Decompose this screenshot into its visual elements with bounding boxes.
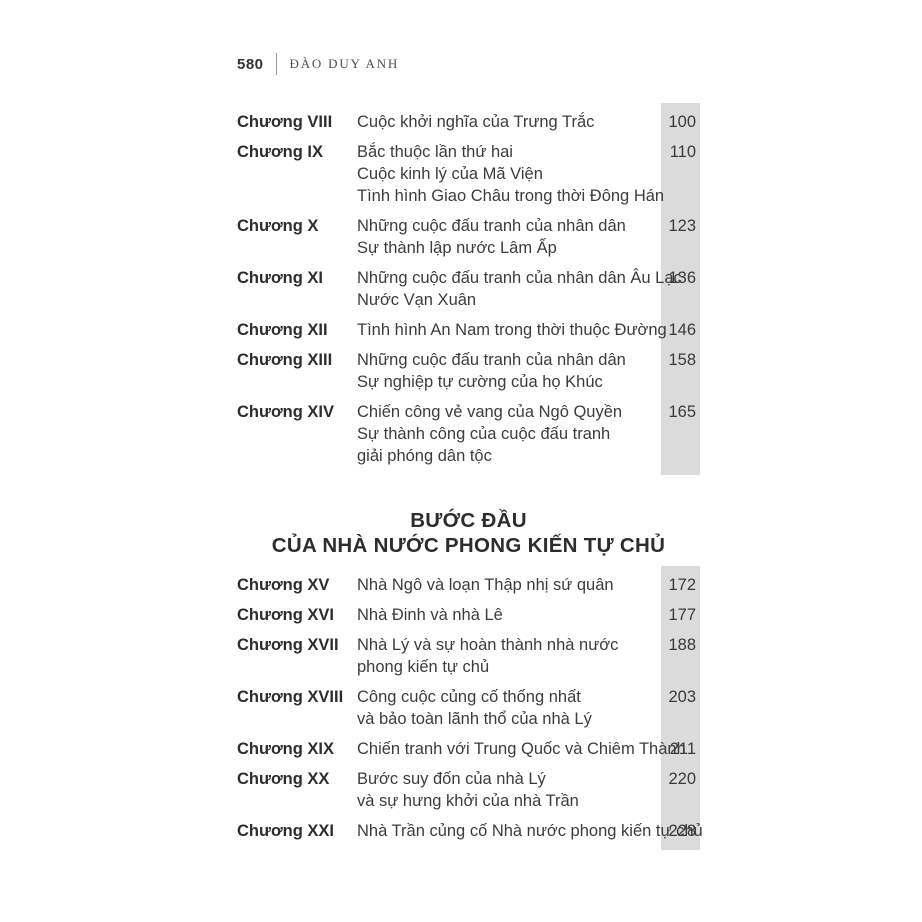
chapter-title: Công cuộc củng cố thống nhất và bảo toàn …	[357, 686, 661, 730]
chapter-label: Chương XIV	[237, 403, 335, 421]
toc-row: Chương XVIII Công cuộc củng cố thống nhất…	[237, 686, 700, 730]
toc-row: Chương IX Bắc thuộc lần thứ hai Cuộc kinh …	[237, 141, 700, 207]
toc-row: Chương VIII Cuộc khởi nghĩa của Trưng Trắ…	[237, 111, 700, 133]
chapter-page-number: 100	[668, 113, 696, 131]
page-number-strip	[661, 103, 700, 475]
chapter-title: Chiến tranh với Trung Quốc và Chiêm Thàn…	[357, 738, 686, 760]
chapter-title-line: Nhà Ngô và loạn Thập nhị sứ quân	[357, 576, 614, 594]
chapter-title-line: Tình hình Giao Châu trong thời Đông Hán	[357, 187, 665, 205]
chapter-label: Chương XIX	[237, 740, 335, 758]
chapter-title: Nhà Lý và sự hoàn thành nhà nước phong ki…	[357, 634, 661, 678]
chapter-title-line: Nhà Lý và sự hoàn thành nhà nước	[357, 636, 619, 654]
table-of-contents: Chương VIII Cuộc khởi nghĩa của Trưng Trắ…	[237, 103, 703, 850]
chapter-title: Những cuộc đấu tranh của nhân dân Âu Lạc…	[357, 267, 682, 311]
chapter-page-number: 158	[668, 351, 696, 369]
chapter-title-line: Những cuộc đấu tranh của nhân dân Âu Lạc	[357, 269, 682, 287]
chapter-label: Chương XIII	[237, 351, 333, 369]
chapter-title-line: Cuộc khởi nghĩa của Trưng Trắc	[357, 113, 595, 131]
chapter-label: Chương XXI	[237, 822, 335, 840]
toc-row: Chương XII Tình hình An Nam trong thời th…	[237, 319, 700, 341]
chapter-page-number: 211	[669, 740, 696, 758]
toc-section: Chương VIII Cuộc khởi nghĩa của Trưng Trắ…	[237, 103, 700, 475]
part-heading-line: BƯỚC ĐẦU	[410, 509, 527, 532]
chapter-page-number: 188	[668, 636, 696, 654]
chapter-title-line: Sự thành công của cuộc đấu tranh	[357, 425, 611, 443]
chapter-title: Cuộc khởi nghĩa của Trưng Trắc	[357, 111, 661, 133]
chapter-page-number: 172	[668, 576, 696, 594]
chapter-title: Bắc thuộc lần thứ hai Cuộc kinh lý của Mã…	[357, 141, 665, 207]
toc-row: Chương XIX Chiến tranh với Trung Quốc và …	[237, 738, 700, 760]
chapter-title: Nhà Trần củng cố Nhà nước phong kiến tự …	[357, 820, 703, 842]
chapter-title-line: Chiến công vẻ vang của Ngô Quyền	[357, 403, 623, 421]
chapter-title-line: Bắc thuộc lần thứ hai	[357, 143, 513, 161]
chapter-title: Chiến công vẻ vang của Ngô Quyền Sự thành…	[357, 401, 661, 467]
toc-row: Chương XIII Những cuộc đấu tranh của nhân…	[237, 349, 700, 393]
chapter-title-line: Cuộc kinh lý của Mã Viện	[357, 165, 543, 183]
chapter-label: Chương X	[237, 217, 319, 235]
chapter-label: Chương XV	[237, 576, 330, 594]
chapter-label: Chương XVII	[237, 636, 339, 654]
chapter-title-line: Công cuộc củng cố thống nhất	[357, 688, 581, 706]
toc-row: Chương X Những cuộc đấu tranh của nhân dâ…	[237, 215, 700, 259]
header-author: ĐÀO DUY ANH	[289, 56, 400, 71]
chapter-title: Những cuộc đấu tranh của nhân dân Sự nghi…	[357, 349, 661, 393]
chapter-page-number: 136	[668, 269, 696, 287]
chapter-title-line: Sự nghiệp tự cường của họ Khúc	[357, 373, 603, 391]
chapter-page-number: 228	[668, 822, 696, 840]
chapter-label: Chương VIII	[237, 113, 333, 131]
toc-section: Chương XV Nhà Ngô và loạn Thập nhị sứ quâ…	[237, 566, 703, 850]
chapter-page-number: 203	[668, 688, 696, 706]
chapter-page-number: 177	[668, 606, 696, 624]
chapter-title-line: Những cuộc đấu tranh của nhân dân	[357, 351, 626, 369]
chapter-title: Những cuộc đấu tranh của nhân dân Sự thàn…	[357, 215, 661, 259]
chapter-label: Chương XVI	[237, 606, 335, 624]
chapter-page-number: 165	[668, 403, 696, 421]
chapter-page-number: 110	[669, 143, 696, 161]
chapter-title-line: và bảo toàn lãnh thổ của nhà Lý	[357, 710, 592, 728]
chapter-title: Nhà Ngô và loạn Thập nhị sứ quân	[357, 574, 661, 596]
toc-row: Chương XI Những cuộc đấu tranh của nhân d…	[237, 267, 700, 311]
part-heading-line: CỦA NHÀ NƯỚC PHONG KIẾN TỰ CHỦ	[271, 534, 666, 557]
chapter-title-line: giải phóng dân tộc	[357, 447, 492, 465]
page-header: 580 ĐÀO DUY ANH	[237, 52, 399, 76]
chapter-title-line: và sự hưng khởi của nhà Trần	[357, 792, 579, 810]
toc-row: Chương XVII Nhà Lý và sự hoàn thành nhà n…	[237, 634, 700, 678]
chapter-title-line: Những cuộc đấu tranh của nhân dân	[357, 217, 626, 235]
part-heading: BƯỚC ĐẦU CỦA NHÀ NƯỚC PHONG KIẾN TỰ CHỦ	[237, 508, 700, 558]
chapter-label: Chương XI	[237, 269, 324, 287]
chapter-label: Chương XVIII	[237, 688, 344, 706]
chapter-title: Tình hình An Nam trong thời thuộc Đường	[357, 319, 667, 341]
chapter-label: Chương IX	[237, 143, 324, 161]
toc-row: Chương XIV Chiến công vẻ vang của Ngô Quy…	[237, 401, 700, 467]
chapter-title: Nhà Đinh và nhà Lê	[357, 604, 661, 626]
chapter-label: Chương XII	[237, 321, 328, 339]
chapter-title-line: Bước suy đốn của nhà Lý	[357, 770, 546, 788]
chapter-title-line: Chiến tranh với Trung Quốc và Chiêm Thàn…	[357, 740, 686, 758]
chapter-page-number: 123	[668, 217, 696, 235]
chapter-title-line: Nhà Đinh và nhà Lê	[357, 606, 503, 624]
toc-row: Chương XX Bước suy đốn của nhà Lý và sự hư…	[237, 768, 700, 812]
page-number-strip	[661, 566, 700, 850]
header-divider	[275, 53, 277, 75]
toc-row: Chương XV Nhà Ngô và loạn Thập nhị sứ quâ…	[237, 574, 700, 596]
chapter-title-line: Nước Vạn Xuân	[357, 291, 477, 309]
chapter-title-line: Nhà Trần củng cố Nhà nước phong kiến tự …	[357, 822, 703, 840]
chapter-title-line: Tình hình An Nam trong thời thuộc Đường	[357, 321, 667, 339]
toc-row: Chương XVI Nhà Đinh và nhà Lê 177	[237, 604, 700, 626]
chapter-page-number: 220	[668, 770, 696, 788]
chapter-title-line: Sự thành lập nước Lâm Ấp	[357, 239, 557, 257]
header-page-number: 580	[237, 55, 264, 73]
chapter-title: Bước suy đốn của nhà Lý và sự hưng khởi c…	[357, 768, 661, 812]
chapter-title-line: phong kiến tự chủ	[357, 658, 490, 676]
chapter-label: Chương XX	[237, 770, 330, 788]
chapter-page-number: 146	[668, 321, 696, 339]
toc-row: Chương XXI Nhà Trần củng cố Nhà nước phon…	[237, 820, 703, 842]
